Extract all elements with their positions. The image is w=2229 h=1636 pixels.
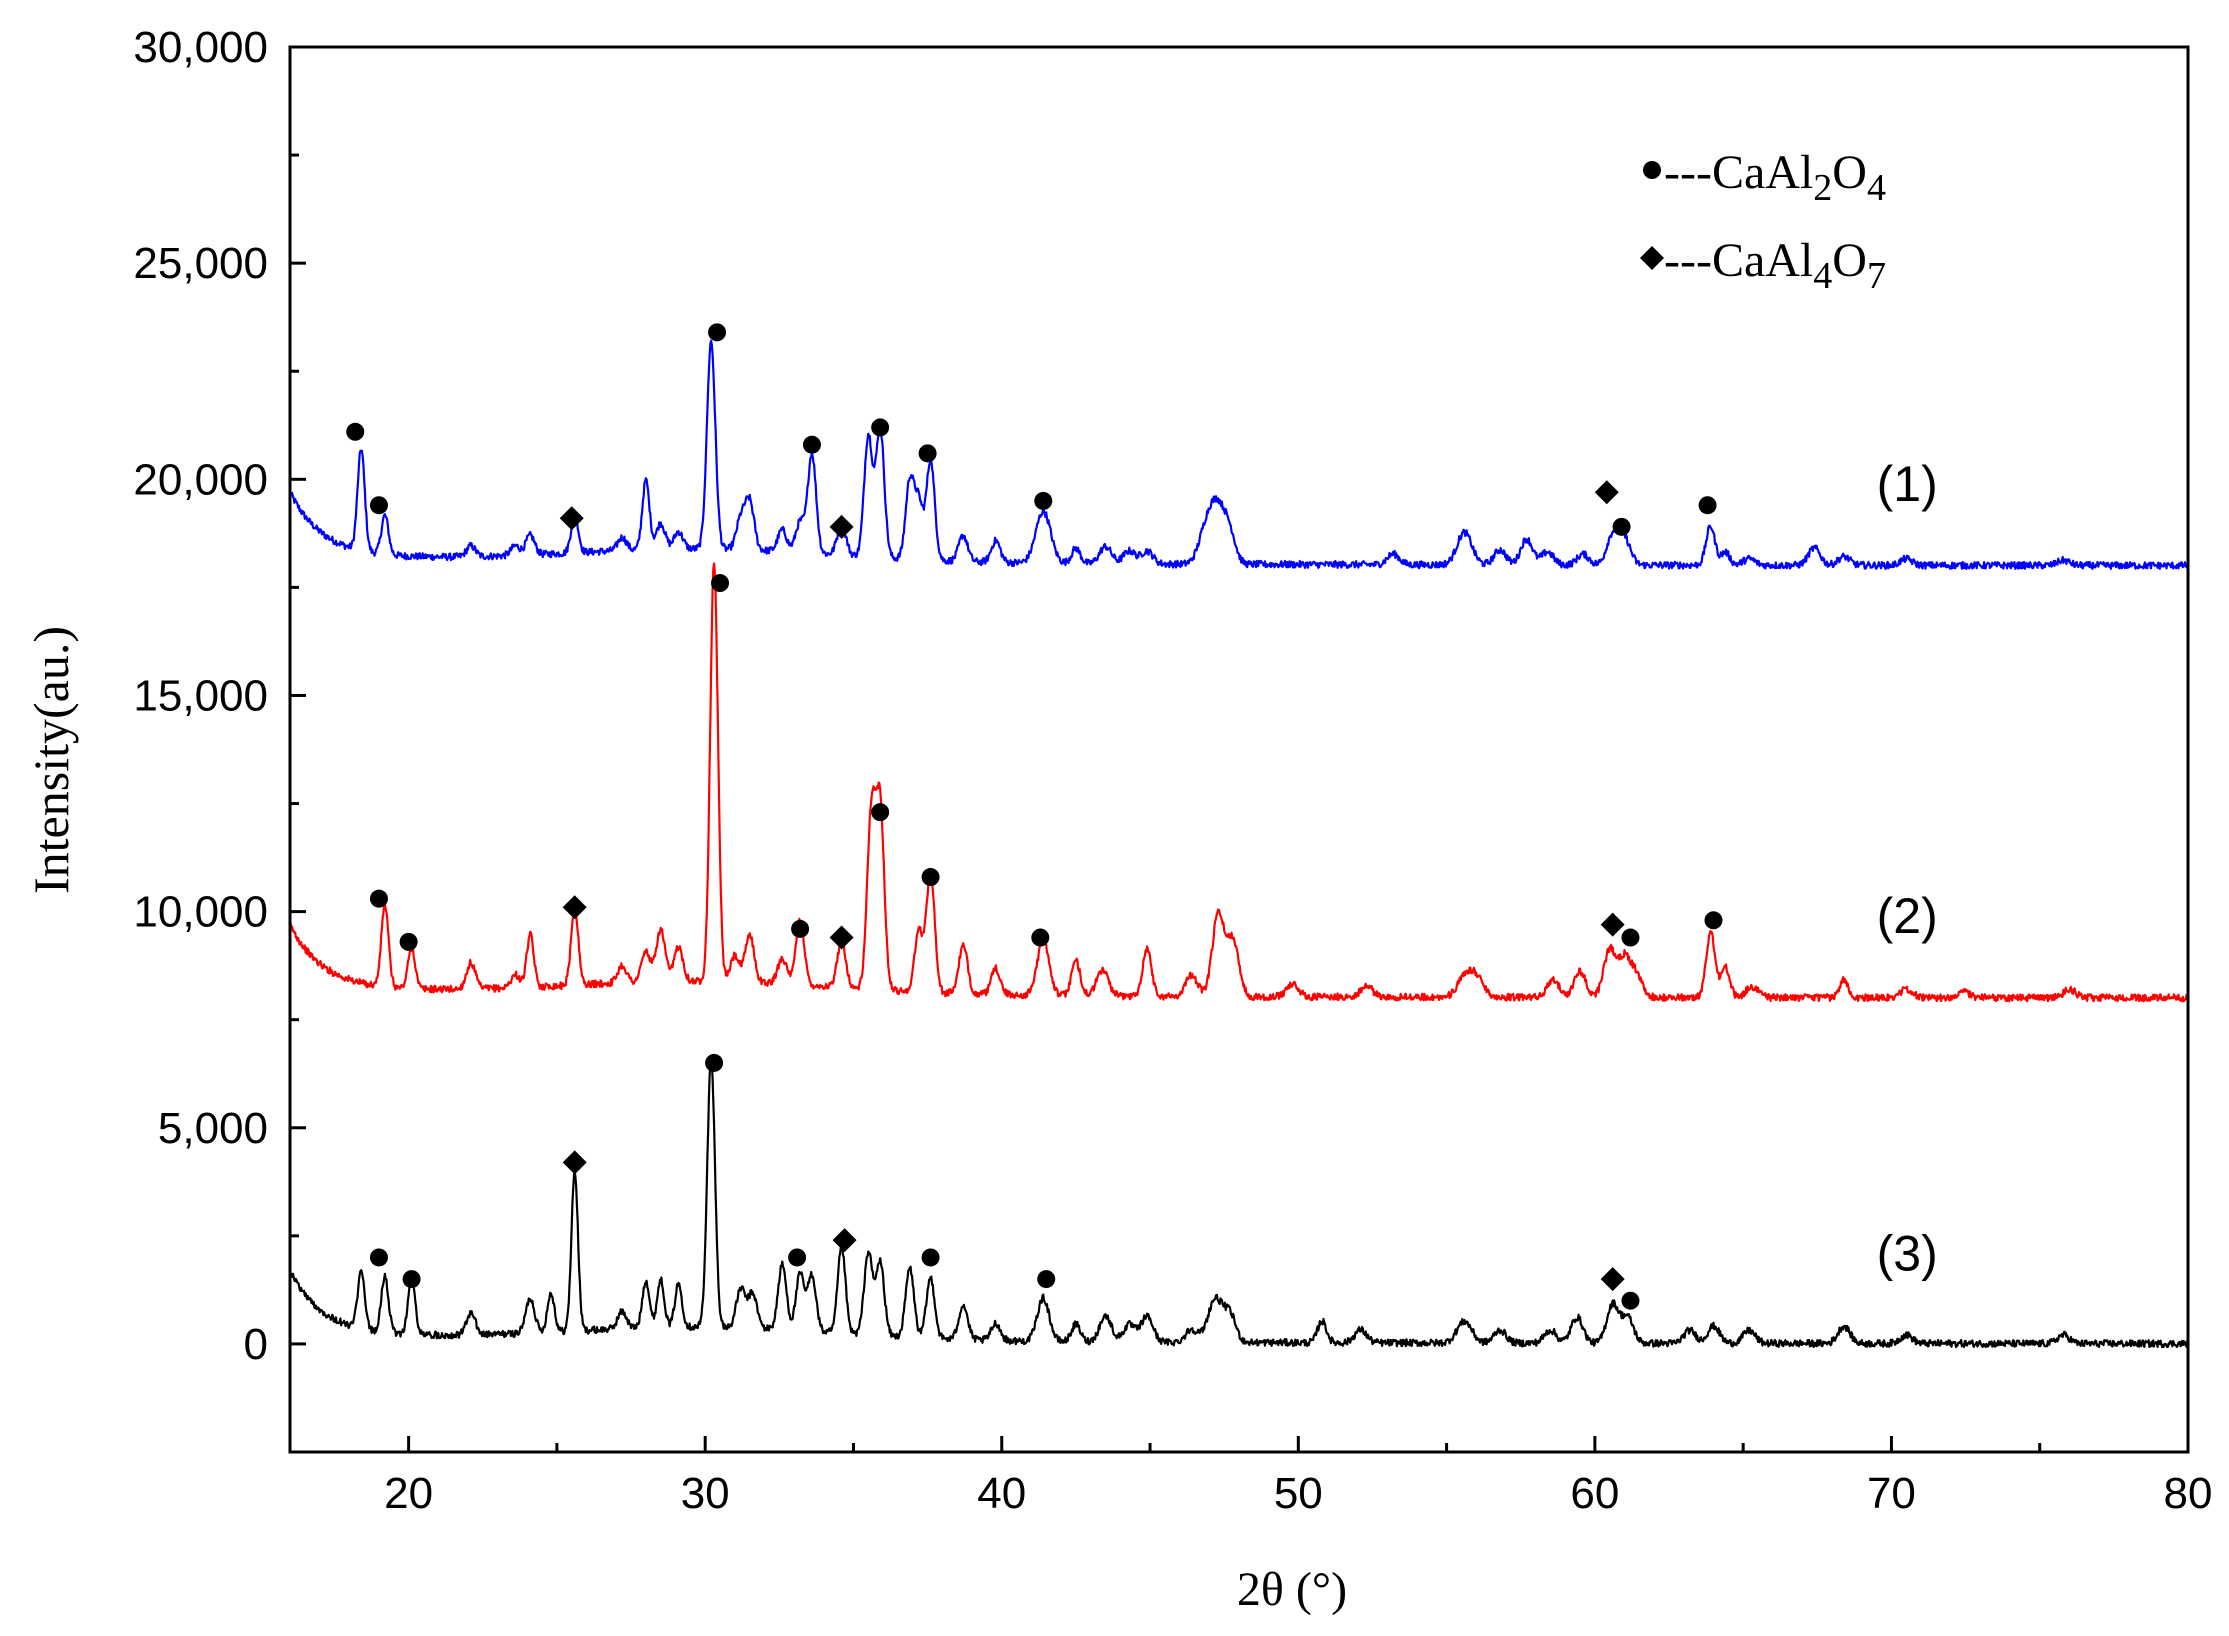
peak-marker-circle <box>402 1270 421 1289</box>
peak-marker-circle <box>1704 911 1723 930</box>
x-tick-label: 20 <box>384 1469 433 1518</box>
x-tick-label: 80 <box>2164 1469 2213 1518</box>
y-tick-label: 15,000 <box>133 671 268 720</box>
peak-marker-diamond <box>829 514 854 539</box>
peak-marker-layer: (1) (2) (3) <box>346 323 1938 1310</box>
peak-marker-circle <box>1031 928 1050 947</box>
peak-marker-circle <box>708 323 727 342</box>
peak-marker-diamond <box>1594 480 1619 505</box>
x-tick-label: 40 <box>977 1469 1026 1518</box>
legend-label-caal4o7: ---CaAl4O7 <box>1664 234 1886 297</box>
x-tick-label: 50 <box>1274 1469 1323 1518</box>
legend: ---CaAl2O4 ---CaAl4O7 <box>1640 146 1886 297</box>
peak-marker-diamond <box>1600 912 1625 937</box>
series-line-3 <box>289 1057 2190 1349</box>
x-tick-label: 70 <box>1867 1469 1916 1518</box>
peak-marker-diamond <box>832 1228 857 1253</box>
peak-marker-circle <box>711 574 730 593</box>
x-tick-label: 30 <box>681 1469 730 1518</box>
peak-marker-circle <box>1037 1270 1056 1289</box>
series-line-2 <box>288 562 2189 1003</box>
x-axis-label: 2θ (°) <box>1237 1563 1347 1616</box>
peak-marker-diamond <box>559 506 584 531</box>
peak-marker-circle <box>921 1248 940 1267</box>
peak-marker-circle <box>346 422 365 441</box>
legend-label-caal2o4: ---CaAl2O4 <box>1664 146 1886 209</box>
peak-marker-circle <box>871 803 890 822</box>
peak-marker-circle <box>369 1248 388 1267</box>
peak-marker-circle <box>369 496 388 515</box>
series-label-3: (3) <box>1877 1225 1938 1281</box>
peak-marker-circle <box>1621 1291 1640 1310</box>
peak-marker-diamond <box>562 1150 587 1175</box>
peak-marker-diamond <box>829 925 854 950</box>
y-tick-label: 20,000 <box>133 455 268 504</box>
y-tick-label: 0 <box>244 1320 268 1369</box>
y-tick-label: 10,000 <box>133 888 268 937</box>
y-tick-label: 30,000 <box>133 23 268 72</box>
peak-marker-circle <box>399 932 418 951</box>
peak-marker-circle <box>1621 928 1640 947</box>
x-tick-label: 60 <box>1570 1469 1619 1518</box>
peak-marker-circle <box>871 418 890 437</box>
peak-marker-diamond <box>562 895 587 920</box>
y-axis-label: Intensity(au.) <box>23 626 79 894</box>
plot-frame <box>288 45 2190 1454</box>
series-layer <box>288 339 2190 1349</box>
series-label-1: (1) <box>1877 456 1938 512</box>
legend-marker-circle <box>1643 161 1661 179</box>
peak-marker-circle <box>1698 496 1717 515</box>
peak-marker-circle <box>788 1248 807 1267</box>
peak-marker-diamond <box>1600 1267 1625 1292</box>
y-tick-label: 25,000 <box>133 239 268 288</box>
y-tick-label: 5,000 <box>158 1104 268 1153</box>
legend-marker-diamond <box>1640 246 1664 270</box>
peak-marker-circle <box>918 444 937 463</box>
series-label-2: (2) <box>1877 888 1938 944</box>
peak-marker-circle <box>921 868 940 887</box>
series-line-1 <box>288 339 2189 571</box>
tick-layer: 20 30 40 50 60 70 80 0 5,000 10,000 15,000 20,000 25… <box>133 23 2212 1518</box>
peak-marker-circle <box>1612 517 1631 536</box>
peak-marker-circle <box>1034 491 1053 510</box>
peak-marker-circle <box>802 435 821 454</box>
peak-marker-circle <box>705 1053 724 1072</box>
peak-marker-circle <box>369 889 388 908</box>
peak-marker-circle <box>791 919 810 938</box>
